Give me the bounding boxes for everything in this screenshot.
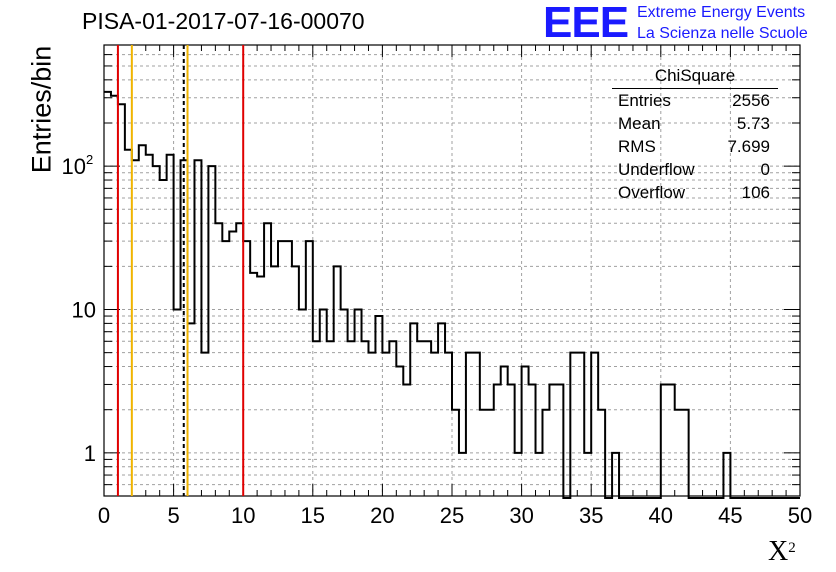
- stats-row: Entries 2556: [612, 89, 778, 112]
- stats-value: 5.73: [736, 114, 770, 133]
- x-tick-label: 45: [718, 503, 742, 528]
- x-tick-label: 10: [231, 503, 255, 528]
- stats-value: 106: [741, 183, 770, 202]
- logo-subtitle-line1: Extreme Energy Events: [637, 4, 806, 21]
- stats-title: ChiSquare: [612, 66, 778, 89]
- stats-row: Underflow 0: [612, 158, 778, 181]
- stats-label: RMS: [618, 137, 656, 156]
- stats-label: Underflow: [618, 160, 695, 179]
- stats-value: 0: [760, 160, 770, 179]
- x-tick-label: 20: [370, 503, 394, 528]
- x-tick-label: 35: [579, 503, 603, 528]
- stats-value: 2556: [732, 91, 770, 110]
- y-tick-label: 10: [62, 154, 86, 179]
- chart-title: PISA-01-2017-07-16-00070: [82, 8, 365, 34]
- stats-label: Entries: [618, 91, 671, 110]
- x-tick-label: 5: [167, 503, 179, 528]
- x-tick-label: 15: [301, 503, 325, 528]
- stats-row: RMS 7.699: [612, 135, 778, 158]
- x-tick-label: 0: [98, 503, 110, 528]
- eee-logo: EEE: [543, 0, 629, 47]
- y-tick-label: 10: [72, 297, 96, 322]
- histogram-series: [104, 90, 800, 499]
- stats-label: Mean: [618, 114, 661, 133]
- x-axis-label: X2: [768, 536, 796, 567]
- stats-label: Overflow: [618, 183, 686, 202]
- y-tick-label-exponent: 2: [86, 152, 93, 167]
- x-tick-label: 30: [509, 503, 533, 528]
- x-tick-label: 40: [649, 503, 673, 528]
- stats-box: ChiSquare Entries 2556 Mean 5.73 RMS 7.699 Und…: [612, 66, 778, 204]
- y-tick-label: 1: [84, 441, 96, 466]
- x-tick-label: 25: [440, 503, 464, 528]
- stats-row: Mean 5.73: [612, 112, 778, 135]
- logo-subtitle-line2: La Scienza nelle Scuole: [637, 25, 808, 42]
- stats-row: Overflow 106: [612, 181, 778, 204]
- x-tick-label: 50: [788, 503, 812, 528]
- stats-value: 7.699: [727, 137, 770, 156]
